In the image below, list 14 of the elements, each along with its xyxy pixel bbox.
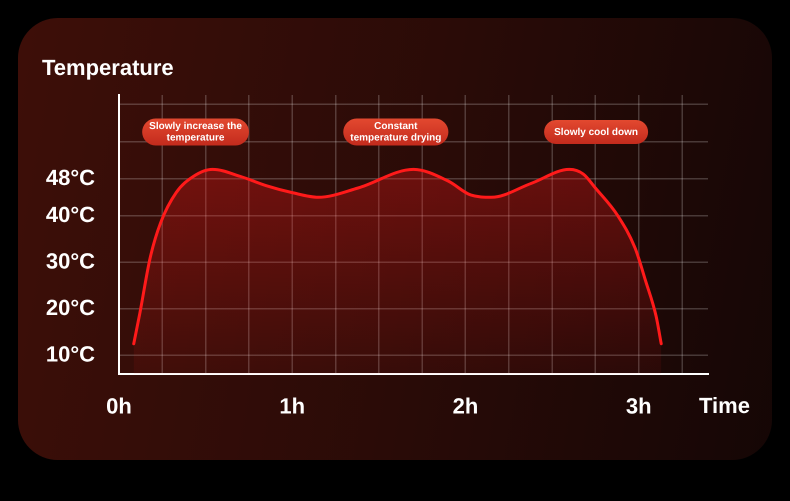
x-tick-label: 1h: [279, 393, 306, 418]
y-tick-label: 30°C: [46, 248, 96, 274]
annotation: Constant temperature drying: [350, 121, 442, 144]
y-tick-label: 20°C: [46, 294, 96, 320]
x-tick-label: 3h: [626, 393, 652, 418]
x-tick-label: 0h: [106, 393, 132, 418]
x-axis-title: Time: [699, 393, 750, 418]
annotation: Slowly increase the temperature: [149, 121, 242, 144]
y-tick-label: 10°C: [46, 341, 96, 366]
y-tick-label: 48°C: [46, 164, 96, 190]
y-tick-label: 40°C: [46, 202, 96, 227]
annotation: Slowly cool down: [554, 126, 638, 138]
y-axis-title: Temperature: [42, 55, 174, 80]
x-tick-label: 2h: [452, 393, 478, 418]
